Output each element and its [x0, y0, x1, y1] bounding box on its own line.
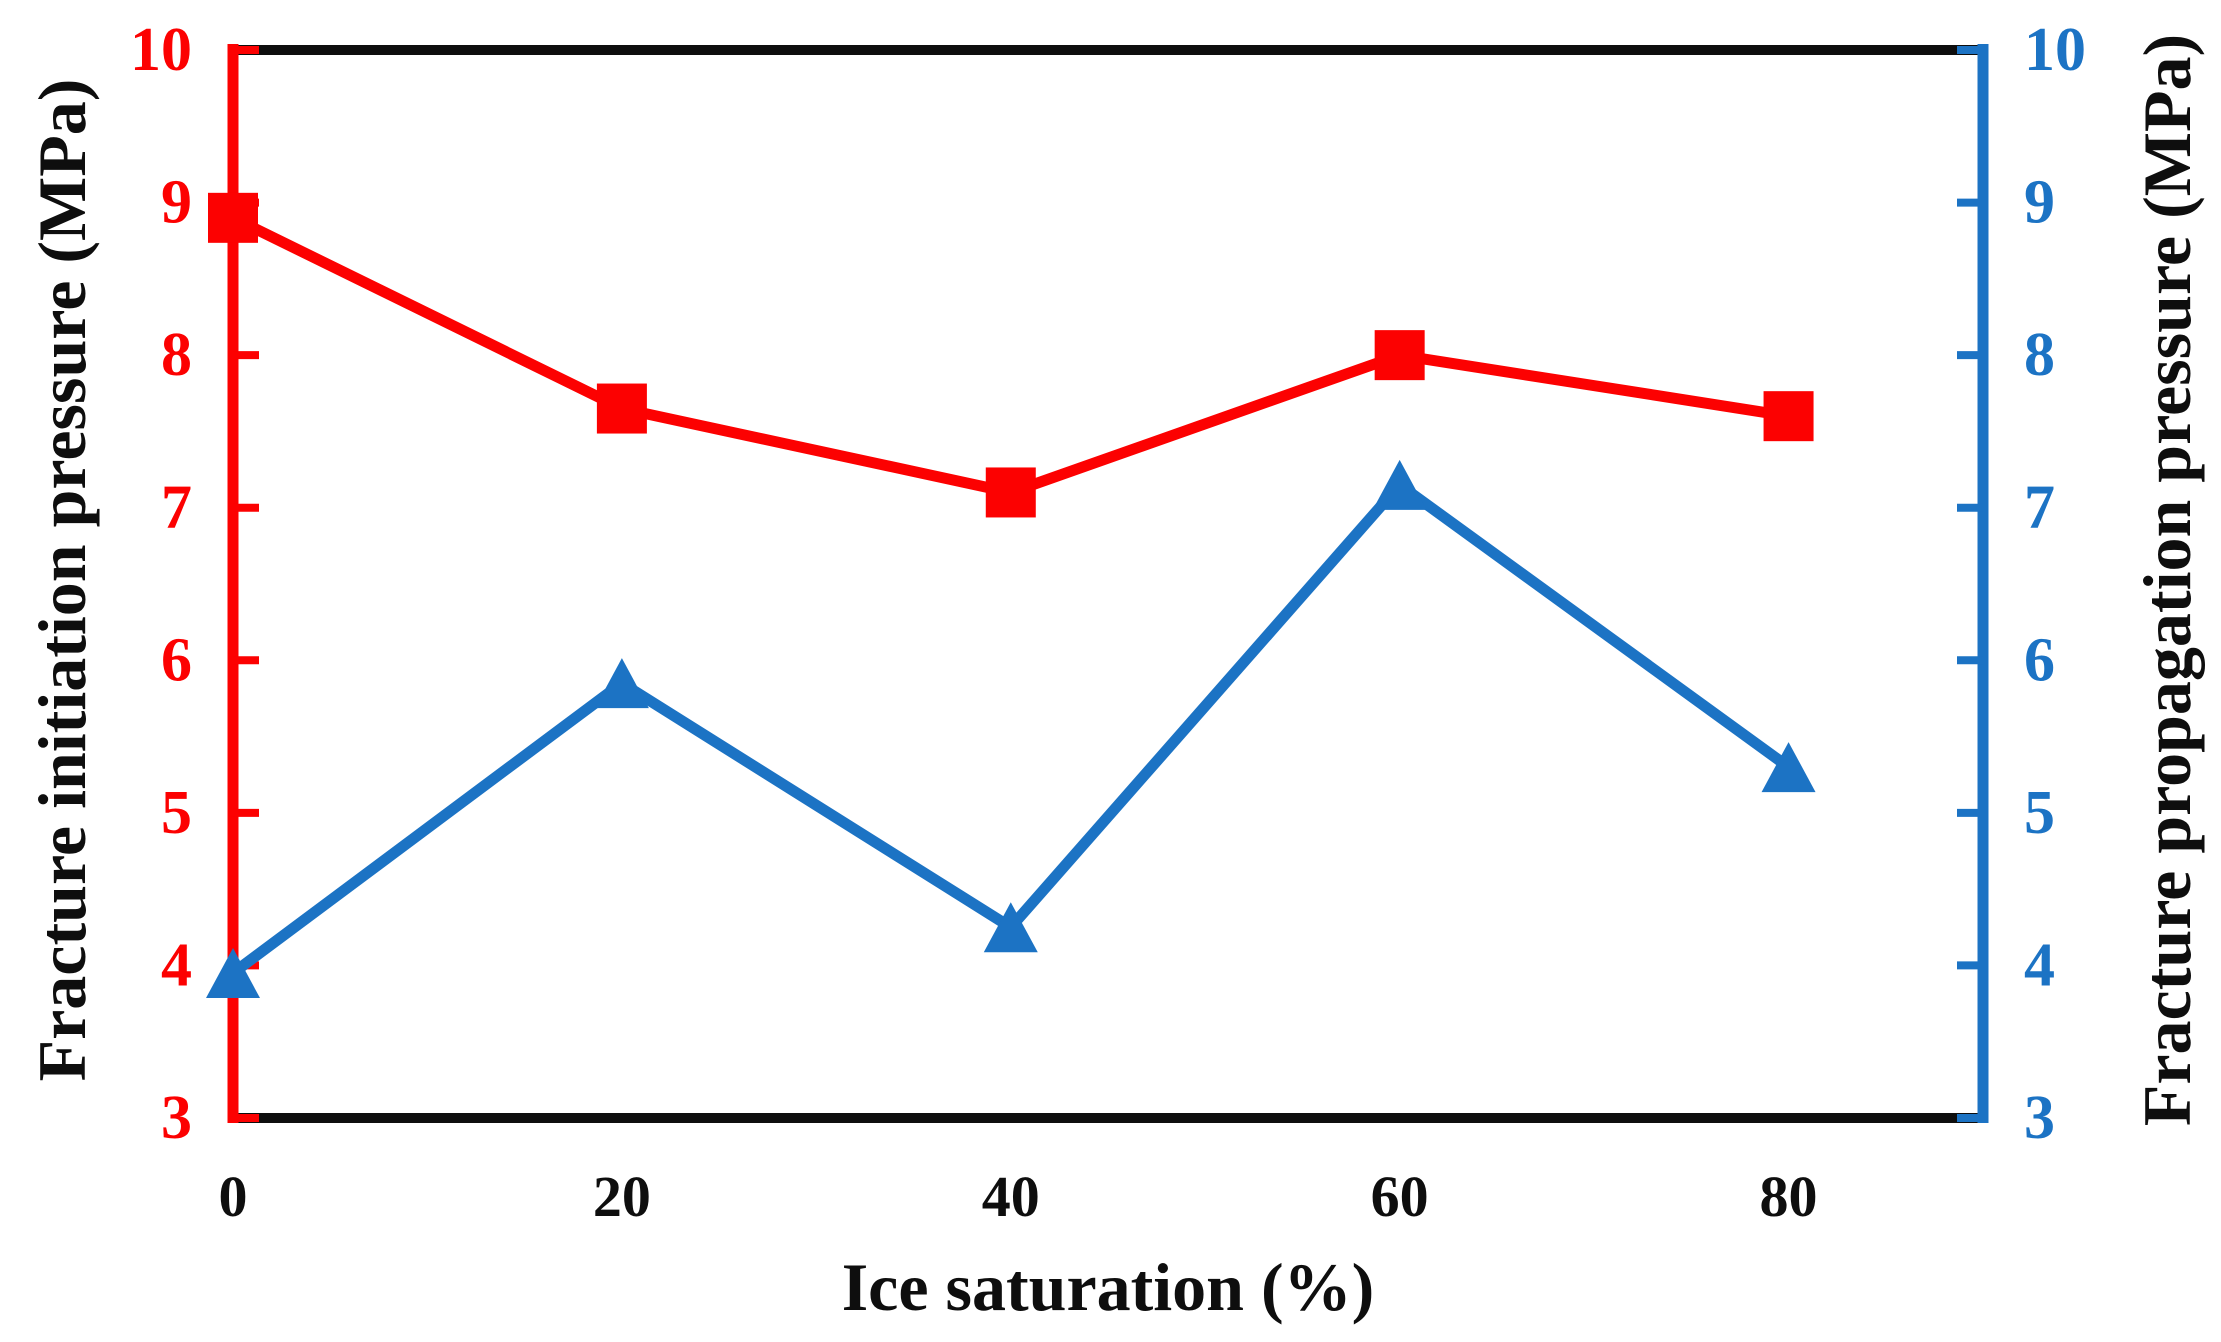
left-axis-tick-label: 10: [130, 16, 192, 84]
right-axis-tick-label: 4: [2024, 931, 2055, 999]
left-axis-tick-label: 3: [161, 1084, 192, 1152]
data-point-triangle-marker: [1761, 742, 1816, 793]
right-axis-tick-label: 7: [2024, 474, 2055, 542]
left-axis-tick-label: 8: [161, 321, 192, 389]
right-axis-tick-label: 6: [2024, 626, 2055, 694]
x-axis-tick-label: 60: [1371, 1164, 1429, 1229]
data-point-triangle-marker: [594, 658, 649, 709]
left-axis-tick-label: 7: [161, 474, 192, 542]
data-point-triangle-marker: [983, 902, 1038, 953]
right-axis-tick-label: 10: [2024, 16, 2086, 84]
left-axis-tick-label: 6: [161, 626, 192, 694]
right-axis-tick-label: 9: [2024, 169, 2055, 237]
x-axis-tick-label: 20: [593, 1164, 651, 1229]
data-point-square-marker: [596, 383, 647, 434]
left-axis-title: Fracture initiation pressure (MPa): [24, 78, 100, 1082]
x-axis-title: Ice saturation (%): [841, 1249, 1375, 1325]
series-line-square: [230, 212, 1790, 498]
right-axis-title: Fracture propagation pressure (MPa): [2129, 33, 2205, 1127]
data-point-triangle-marker: [1372, 459, 1427, 510]
x-axis-tick-label: 40: [982, 1164, 1040, 1229]
left-axis-tick-label: 9: [161, 169, 192, 237]
x-axis-tick-label: 80: [1760, 1164, 1818, 1229]
right-axis-tick-label: 3: [2024, 1084, 2055, 1152]
series-line-triangle: [229, 479, 1792, 978]
data-point-square-marker: [1763, 391, 1814, 442]
x-axis-tick-label: 0: [219, 1164, 248, 1229]
data-point-square-marker: [985, 467, 1036, 518]
right-axis-tick-label: 8: [2024, 321, 2055, 389]
left-axis-tick-label: 5: [161, 779, 192, 847]
data-point-square-marker: [208, 192, 258, 243]
right-axis-tick-label: 5: [2024, 779, 2055, 847]
left-axis-tick-label: 4: [161, 931, 192, 999]
data-point-square-marker: [1374, 330, 1425, 381]
data-point-triangle-marker: [206, 948, 260, 999]
